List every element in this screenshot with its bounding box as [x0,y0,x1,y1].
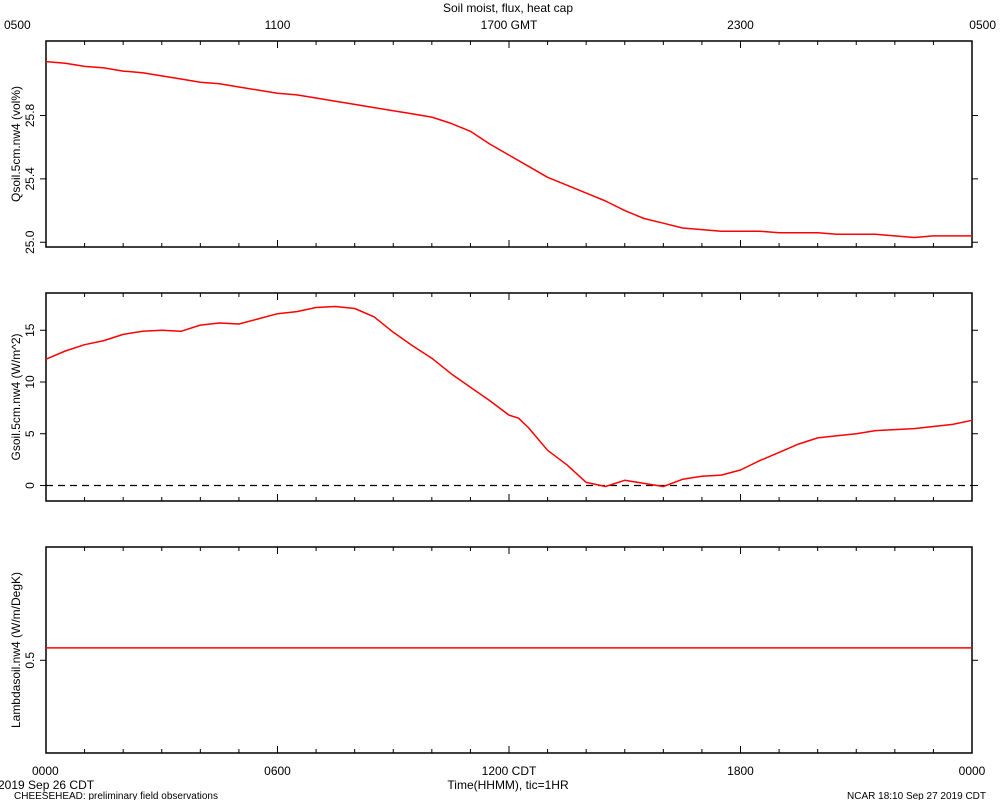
plot-frame [45,40,973,248]
y-tick-label: 5 [23,430,37,437]
bottom-tick-label: 0000 [32,764,59,778]
x-axis-label: Time(HHMM), tic=1HR [447,778,569,792]
top-tick-label: 2300 [727,18,754,32]
bottom-axis-tick-labels: 0000 0600 1200 CDT 1800 0000 [32,764,986,778]
plot-frame [45,546,973,754]
y-axis-label: Gsoil.5cm.nw4 (W/m^2) [9,334,23,461]
series-line [45,60,972,239]
bottom-tick-label: 0600 [264,764,291,778]
y-tick-label: 0.5 [23,652,37,669]
y-tick-label: 25.0 [23,230,37,254]
footer-left: CHEESEHEAD: preliminary field observatio… [14,791,218,800]
series-line [45,305,973,488]
top-tick-label: 1700 GMT [481,18,538,32]
bottom-tick-label: 1200 CDT [482,764,537,778]
y-axis-label: Qsoil.5cm.nw4 (vol%) [9,86,23,202]
y-tick-label: 0 [23,482,37,489]
date-label: 2019 Sep 26 CDT [0,778,95,792]
bottom-tick-label: 1800 [727,764,754,778]
y-tick-label: 10 [23,375,37,389]
y-tick-label: 25.4 [23,167,37,191]
plot-frame [45,292,973,502]
y-tick-label: 25.8 [23,103,37,127]
chart-title: Soil moist, flux, heat cap [443,1,573,15]
top-axis-tick-labels: 0500 1100 1700 GMT 2300 0500 [4,18,996,32]
top-tick-label: 0500 [969,18,996,32]
y-tick-label: 15 [23,323,37,337]
top-tick-label: 1100 [265,18,291,32]
top-tick-label: 0500 [4,18,31,32]
y-axis-label: Lambdasoil.nw4 (W/m/DegK) [9,572,23,728]
bottom-tick-label: 0000 [959,764,986,778]
footer-right: NCAR 18:10 Sep 27 2019 CDT [847,791,986,800]
